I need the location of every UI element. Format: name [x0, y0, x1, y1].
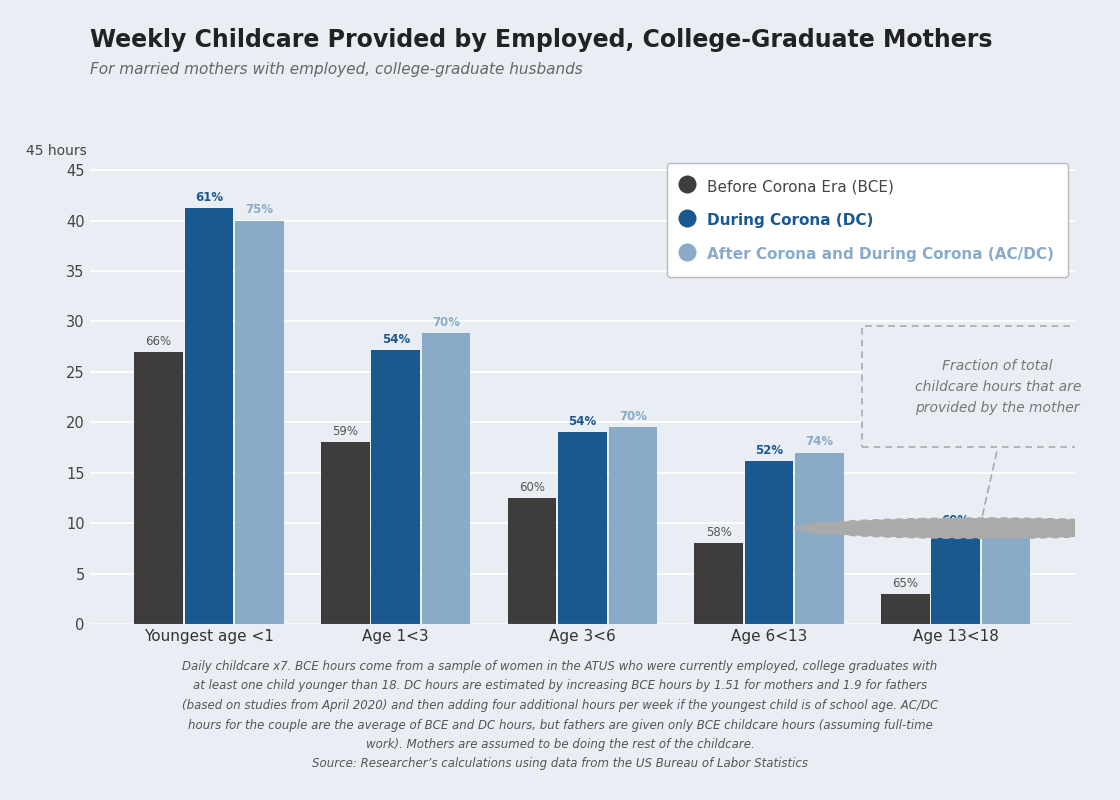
Text: 83%: 83%: [992, 522, 1020, 534]
Bar: [558, 432, 607, 624]
Text: 61%: 61%: [195, 191, 223, 204]
FancyBboxPatch shape: [862, 326, 1120, 447]
Text: 52%: 52%: [755, 443, 783, 457]
Bar: [795, 453, 843, 624]
Text: 65%: 65%: [893, 577, 918, 590]
Text: 54%: 54%: [382, 333, 410, 346]
Text: Fraction of total
childcare hours that are
provided by the mother: Fraction of total childcare hours that a…: [915, 359, 1081, 414]
Bar: [507, 498, 557, 624]
Bar: [185, 209, 233, 624]
Text: Weekly Childcare Provided by Employed, College-Graduate Mothers: Weekly Childcare Provided by Employed, C…: [90, 28, 992, 52]
Bar: [932, 531, 980, 624]
Bar: [235, 221, 283, 624]
Bar: [321, 442, 370, 624]
Text: 70%: 70%: [432, 317, 460, 330]
Bar: [982, 538, 1030, 624]
Legend: Before Corona Era (BCE), During Corona (DC), After Corona and During Corona (AC/: Before Corona Era (BCE), During Corona (…: [668, 163, 1067, 277]
Bar: [608, 427, 657, 624]
Text: 59%: 59%: [333, 426, 358, 438]
Text: 66%: 66%: [146, 334, 171, 348]
Text: 74%: 74%: [805, 435, 833, 449]
Text: 54%: 54%: [568, 415, 597, 428]
Bar: [694, 543, 743, 624]
Bar: [881, 594, 930, 624]
Text: 70%: 70%: [618, 410, 646, 423]
Bar: [372, 350, 420, 624]
Text: Daily childcare x7. BCE hours come from a sample of women in the ATUS who were c: Daily childcare x7. BCE hours come from …: [181, 660, 939, 770]
Text: 75%: 75%: [245, 203, 273, 217]
Bar: [422, 334, 470, 624]
Circle shape: [795, 518, 1120, 538]
Bar: [745, 461, 793, 624]
Text: For married mothers with employed, college-graduate husbands: For married mothers with employed, colle…: [90, 62, 582, 78]
Bar: [134, 352, 183, 624]
Text: 58%: 58%: [706, 526, 731, 539]
Text: 60%: 60%: [519, 481, 545, 494]
Text: 60%: 60%: [942, 514, 970, 527]
Text: 45 hours: 45 hours: [26, 144, 86, 158]
